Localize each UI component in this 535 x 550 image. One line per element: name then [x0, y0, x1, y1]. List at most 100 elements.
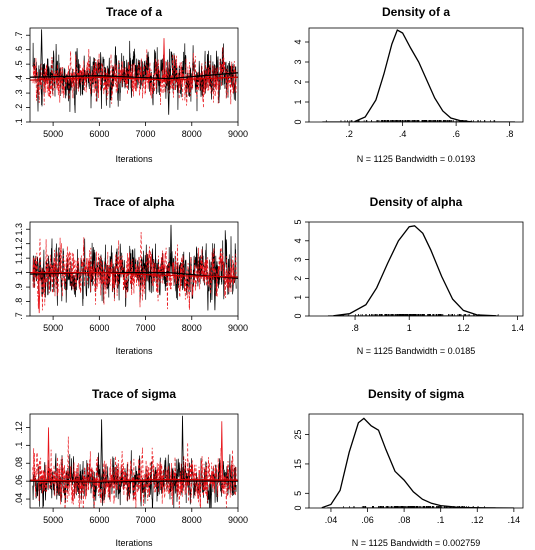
y-tick-label: .7	[14, 31, 24, 39]
trace-smooth-line	[30, 72, 238, 80]
plot-area	[321, 417, 514, 508]
x-tick-label: .6	[452, 129, 460, 139]
y-tick-label: .4	[14, 75, 24, 83]
panel-title: Density of alpha	[370, 195, 463, 209]
panel-title: Density of a	[382, 5, 450, 19]
x-tick-label: 6000	[89, 515, 109, 525]
x-tick-label: 6000	[89, 323, 109, 333]
y-tick-label: 1	[293, 295, 303, 300]
x-tick-label: .2	[345, 129, 353, 139]
y-tick-label: .2	[14, 104, 24, 112]
y-tick-label: 4	[293, 39, 303, 44]
y-tick-label: 15	[293, 459, 303, 469]
panel-title: Trace of alpha	[94, 195, 175, 209]
y-tick-label: .6	[14, 46, 24, 54]
trace-smooth-line	[30, 271, 238, 278]
plot-frame	[308, 221, 524, 317]
x-tick-label: 1.2	[457, 323, 470, 333]
x-axis-label: Iterations	[115, 538, 153, 548]
trace-series-2	[32, 436, 237, 508]
y-tick-label: 3	[293, 257, 303, 262]
x-axis-label: N = 1125 Bandwidth = 0.002759	[352, 538, 480, 548]
x-tick-label: .06	[361, 515, 374, 525]
x-tick-label: 5000	[43, 129, 63, 139]
x-tick-label: 9000	[228, 323, 248, 333]
y-tick-label: 0	[293, 119, 303, 124]
plot-frame	[29, 413, 239, 509]
y-tick-label: .8	[14, 298, 24, 306]
x-tick-label: 1.4	[511, 323, 524, 333]
x-tick-label: .04	[325, 515, 338, 525]
panel-1: Trace of a 5000 6000 7000 8000 9000 .1 .2 .3 .4 .5…	[14, 5, 248, 164]
y-tick-label: .1	[14, 442, 24, 450]
y-tick-label: 1.2	[14, 237, 24, 250]
trace-spike	[169, 224, 173, 273]
x-tick-label: .8	[351, 323, 359, 333]
plot-area	[30, 29, 238, 115]
density-rug	[342, 314, 499, 316]
x-tick-label: 7000	[136, 323, 156, 333]
density-rug	[325, 120, 496, 122]
y-tick-label: .06	[14, 475, 24, 488]
y-tick-label: 3	[293, 59, 303, 64]
plot-frame	[308, 413, 524, 509]
plot-frame	[308, 27, 524, 123]
y-tick-label: .08	[14, 457, 24, 470]
trace-smooth-line	[30, 480, 238, 483]
plot-area	[322, 29, 515, 122]
x-axis-label: Iterations	[115, 154, 153, 164]
x-tick-label: 8000	[182, 323, 202, 333]
plot-area	[327, 225, 499, 316]
y-tick-label: 1	[293, 99, 303, 104]
y-tick-label: .3	[14, 89, 24, 97]
panel-title: Trace of a	[106, 5, 162, 19]
x-tick-label: 9000	[228, 515, 248, 525]
y-tick-label: 0	[293, 505, 303, 510]
trace-spike	[167, 75, 170, 115]
x-tick-label: .14	[508, 515, 521, 525]
x-tick-label: 8000	[182, 129, 202, 139]
density-curve	[333, 225, 496, 316]
panel-2: Density of a .2 .4 .6 .8 0 1 2 3 4 N = 1125 Bandwi…	[293, 5, 524, 164]
x-axis-label: N = 1125 Bandwidth = 0.0193	[357, 154, 475, 164]
panel-6: Density of sigma .04 .06 .08 .1 .12 .14 0 5 15 25 N…	[293, 387, 524, 548]
y-tick-label: 1	[14, 270, 24, 275]
y-tick-label: .7	[14, 312, 24, 320]
x-tick-label: 5000	[43, 515, 63, 525]
panel-title: Density of sigma	[368, 387, 464, 401]
y-tick-label: 25	[293, 430, 303, 440]
x-tick-label: 8000	[182, 515, 202, 525]
trace-spike	[213, 272, 217, 311]
x-axis-label: Iterations	[115, 346, 153, 356]
trace-spike	[100, 419, 103, 482]
trace-smooth-line	[30, 271, 238, 280]
x-tick-label: .08	[398, 515, 411, 525]
plot-frame	[29, 27, 239, 123]
y-tick-label: 4	[293, 238, 303, 243]
x-tick-label: .12	[471, 515, 484, 525]
density-curve	[354, 29, 473, 122]
x-axis-label: N = 1125 Bandwidth = 0.0185	[357, 346, 475, 356]
plot-frame	[29, 221, 239, 317]
panel-3: Trace of alpha 5000 6000 7000 8000 9000 .7 .8 .9…	[14, 195, 248, 356]
y-tick-label: 2	[293, 79, 303, 84]
x-tick-label: 6000	[89, 129, 109, 139]
x-tick-label: 7000	[136, 129, 156, 139]
plot-area	[30, 415, 238, 508]
trace-spike	[40, 29, 43, 76]
trace-spike	[47, 427, 50, 481]
y-tick-label: .5	[14, 60, 24, 68]
x-tick-label: 5000	[43, 323, 63, 333]
x-tick-label: 1	[407, 323, 412, 333]
x-tick-label: 9000	[228, 129, 248, 139]
trace-spike	[220, 421, 224, 481]
y-tick-label: 5	[293, 491, 303, 496]
y-tick-label: .9	[14, 283, 24, 291]
panel-5: Trace of sigma 5000 6000 7000 8000 9000 .04 .06…	[14, 387, 248, 548]
y-tick-label: 1.1	[14, 252, 24, 265]
trace-spike	[37, 272, 41, 314]
trace-series-2	[32, 47, 237, 109]
trace-series-2	[32, 231, 237, 311]
density-curve	[321, 417, 514, 508]
y-tick-label: .12	[14, 421, 24, 434]
